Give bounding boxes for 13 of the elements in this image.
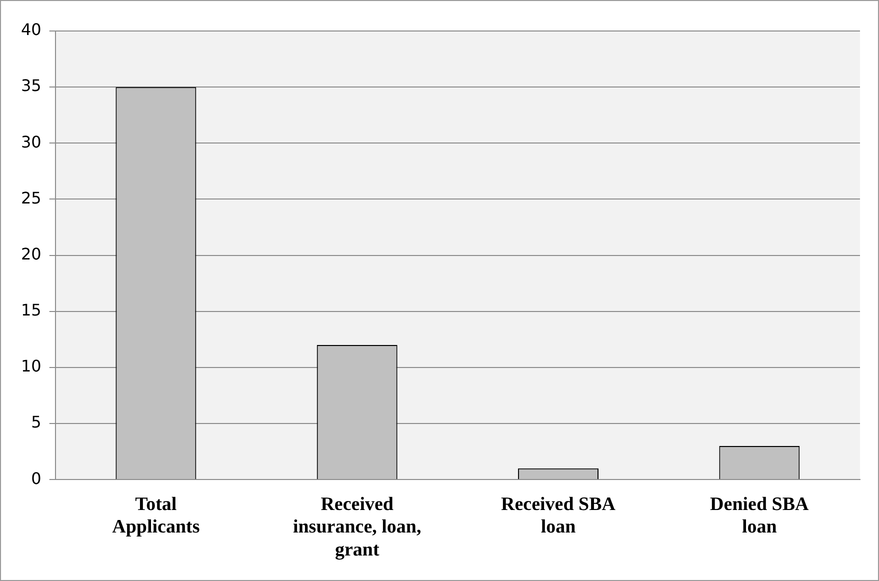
x-tick-label: Total Applicants (112, 494, 200, 538)
y-tick-label: 35 (21, 76, 42, 96)
y-tick-label: 10 (21, 356, 42, 376)
y-tick-label: 20 (21, 244, 42, 264)
x-tick-label: Denied SBA loan (710, 494, 810, 538)
y-tick-label: 0 (31, 468, 42, 488)
y-tick-label: 25 (21, 188, 42, 208)
y-tick-label: 30 (21, 132, 42, 152)
y-tick-label: 5 (31, 412, 42, 432)
y-tick-label: 15 (21, 300, 42, 320)
x-tick-label: Received SBA loan (501, 494, 616, 538)
x-tick-label: Received insurance, loan, grant (292, 494, 422, 561)
y-tick-label: 40 (21, 20, 42, 40)
